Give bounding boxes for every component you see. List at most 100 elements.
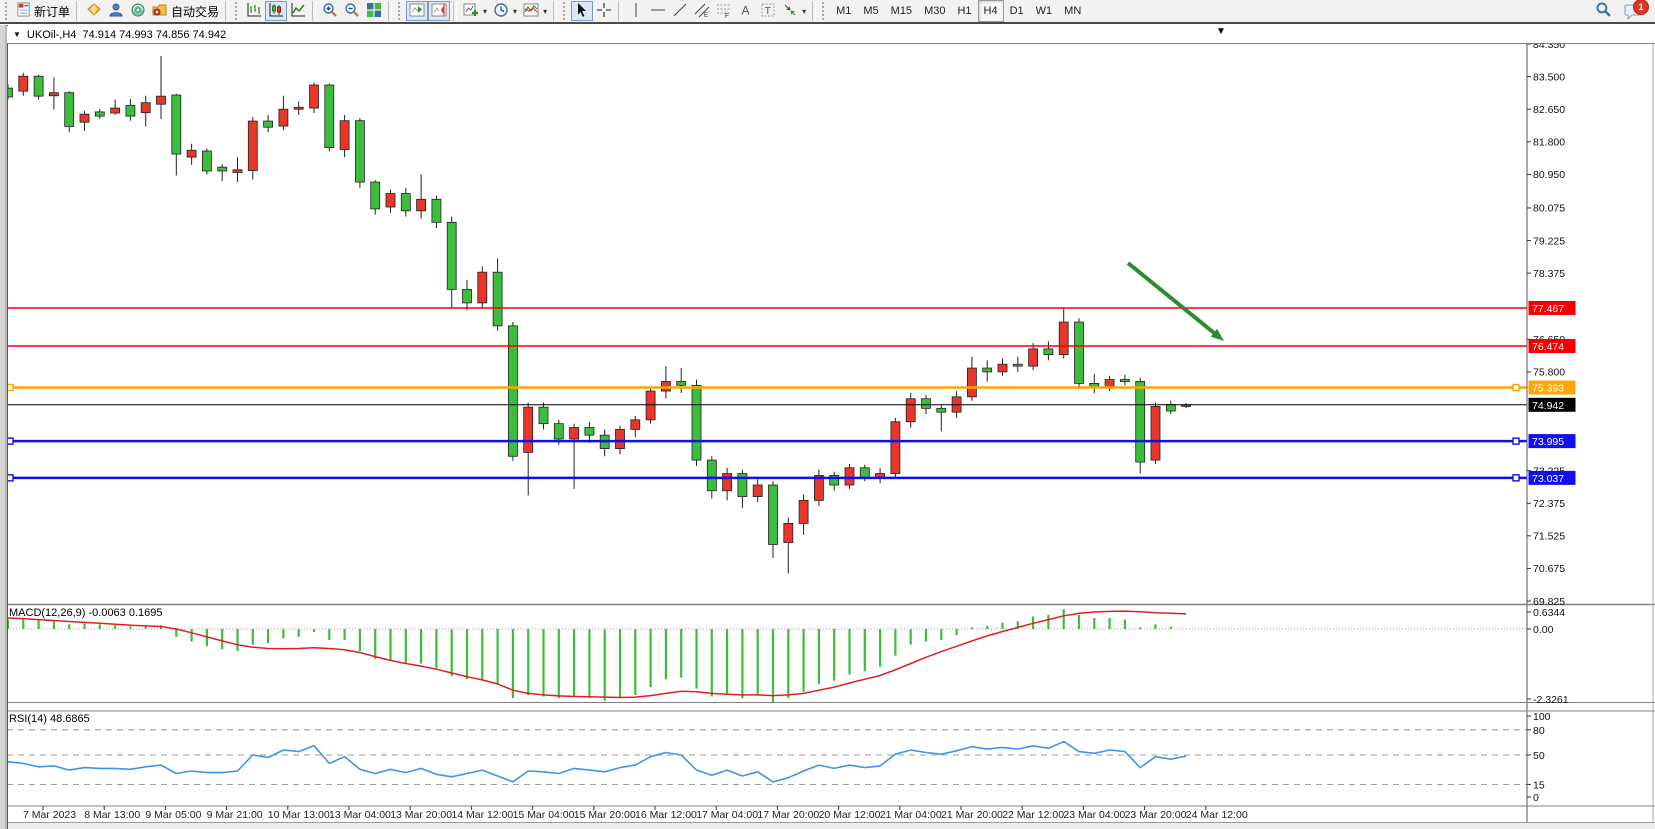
svg-text:T: T xyxy=(765,6,771,17)
equidistant-channel-tool-button[interactable]: E xyxy=(691,1,713,21)
notification-badge: 1 xyxy=(1633,0,1649,15)
candlestick xyxy=(783,522,794,543)
candlestick xyxy=(905,398,916,423)
data-window-button[interactable] xyxy=(105,1,127,21)
toolbar-grip[interactable] xyxy=(5,2,10,20)
candlestick xyxy=(1120,379,1130,382)
zoom-out-button[interactable] xyxy=(341,1,363,21)
candlestick xyxy=(982,367,993,373)
date-tick-label: 9 Mar 05:00 xyxy=(145,809,201,821)
timeframe-m15-button[interactable]: M15 xyxy=(890,5,913,17)
candlestick xyxy=(110,107,120,114)
candlestick xyxy=(94,111,105,117)
price-tag xyxy=(1528,397,1576,412)
fibonacci-tool-button[interactable]: F xyxy=(713,1,735,21)
candlestick xyxy=(156,95,166,105)
line-handle[interactable] xyxy=(1512,474,1520,482)
timeframe-mn-button[interactable]: MN xyxy=(1064,5,1082,17)
timeframe-h1-button[interactable]: H1 xyxy=(957,5,972,17)
trend-arrow-annotation[interactable] xyxy=(1126,261,1216,335)
timeframe-h4-button[interactable]: H4 xyxy=(977,0,1004,22)
toolbar-grip[interactable] xyxy=(398,2,403,20)
candlestick xyxy=(293,106,304,110)
clock-icon xyxy=(493,2,509,21)
candlestick xyxy=(49,92,59,97)
timeframe-w1-button[interactable]: W1 xyxy=(1035,5,1053,17)
new-chart-button[interactable]: ▾ xyxy=(460,1,490,21)
horizontal-line-tool-button[interactable] xyxy=(647,1,669,21)
candlestick xyxy=(339,120,350,150)
date-tick-label: 21 Mar 20:00 xyxy=(941,809,1003,821)
candlestick xyxy=(232,169,243,173)
candlestick xyxy=(125,104,136,117)
line-handle[interactable] xyxy=(1512,383,1520,392)
toolbar-separator xyxy=(453,1,458,21)
candlestick xyxy=(1150,406,1161,461)
notifications-button[interactable]: 1 xyxy=(1623,0,1649,21)
rsi-indicator-label: RSI(14) 48.6865 xyxy=(9,713,90,725)
vertical-line-tool-button[interactable] xyxy=(625,1,647,21)
scroll-position-marker[interactable]: ▼ xyxy=(1216,26,1226,37)
price-tag-label: 73.995 xyxy=(1532,436,1564,448)
candlestick xyxy=(64,92,75,127)
arrows-tool-button[interactable]: ▾ xyxy=(779,1,809,21)
line-chart-button[interactable] xyxy=(287,1,309,21)
candlestick xyxy=(706,459,717,492)
trendline-tool-button[interactable] xyxy=(669,1,691,21)
chart-shift-icon xyxy=(431,2,447,21)
period-button[interactable]: ▾ xyxy=(490,1,520,21)
timeframe-m1-button[interactable]: M1 xyxy=(836,5,852,17)
text-label-tool-button[interactable]: T xyxy=(757,1,779,21)
line-chart-icon xyxy=(290,2,306,21)
text-tool-button[interactable]: A xyxy=(735,1,757,21)
signal-icon xyxy=(130,2,146,21)
candlestick xyxy=(1074,321,1084,384)
timeframe-m30-button[interactable]: M30 xyxy=(924,5,946,17)
candlestick xyxy=(645,390,656,421)
date-tick-label: 13 Mar 20:00 xyxy=(390,809,452,821)
date-tick-label: 13 Mar 04:00 xyxy=(329,809,391,821)
candlestick xyxy=(829,475,840,486)
toolbar-grip[interactable] xyxy=(822,2,827,20)
date-tick-label: 9 Mar 21:00 xyxy=(207,809,263,821)
line-handle[interactable] xyxy=(1512,437,1520,445)
bar-chart-button[interactable] xyxy=(243,1,265,21)
search-button[interactable] xyxy=(1592,1,1615,21)
tile-windows-button[interactable] xyxy=(363,1,385,21)
auto-trading-icon xyxy=(152,2,168,21)
chart-shift-button[interactable] xyxy=(428,1,451,21)
auto-scroll-button[interactable] xyxy=(406,1,429,21)
timeframe-m5-button[interactable]: M5 xyxy=(863,5,879,17)
price-tick-label: 82.650 xyxy=(1533,104,1565,116)
candlestick xyxy=(615,429,625,449)
crosshair-button[interactable] xyxy=(593,1,615,21)
candlestick xyxy=(462,289,472,304)
toolbar-separator xyxy=(812,1,817,21)
timeframe-d1-button[interactable]: D1 xyxy=(1009,5,1024,17)
indicators-button[interactable]: ▾ xyxy=(520,1,550,21)
auto-scroll-icon xyxy=(409,2,425,21)
candlestick-chart-button[interactable] xyxy=(265,1,288,21)
price-tick-label: 79.225 xyxy=(1533,235,1565,247)
cursor-button[interactable] xyxy=(571,1,594,21)
date-tick-label: 17 Mar 04:00 xyxy=(696,809,758,821)
candlestick xyxy=(921,398,931,409)
toolbar-grip[interactable] xyxy=(563,2,568,20)
zoom-in-button[interactable] xyxy=(319,1,341,21)
market-watch-button[interactable] xyxy=(83,1,105,21)
window-bottom-edge xyxy=(0,822,1655,829)
trend-arrow-head[interactable] xyxy=(1210,328,1224,341)
candlestick xyxy=(890,421,901,474)
candlestick xyxy=(201,150,212,172)
navigator-button[interactable] xyxy=(127,1,149,21)
candlestick xyxy=(217,166,228,172)
toolbar-grip[interactable] xyxy=(235,2,240,20)
candlestick xyxy=(171,94,182,155)
window-menu-icon[interactable]: ▼ xyxy=(13,30,21,39)
new-order-button[interactable]: 新订单 xyxy=(13,1,73,21)
candlestick xyxy=(1165,404,1176,412)
rsi-scale-label: 80 xyxy=(1533,725,1545,737)
auto-trading-button[interactable]: 自动交易 xyxy=(149,1,222,21)
chevron-down-icon: ▾ xyxy=(483,6,488,16)
